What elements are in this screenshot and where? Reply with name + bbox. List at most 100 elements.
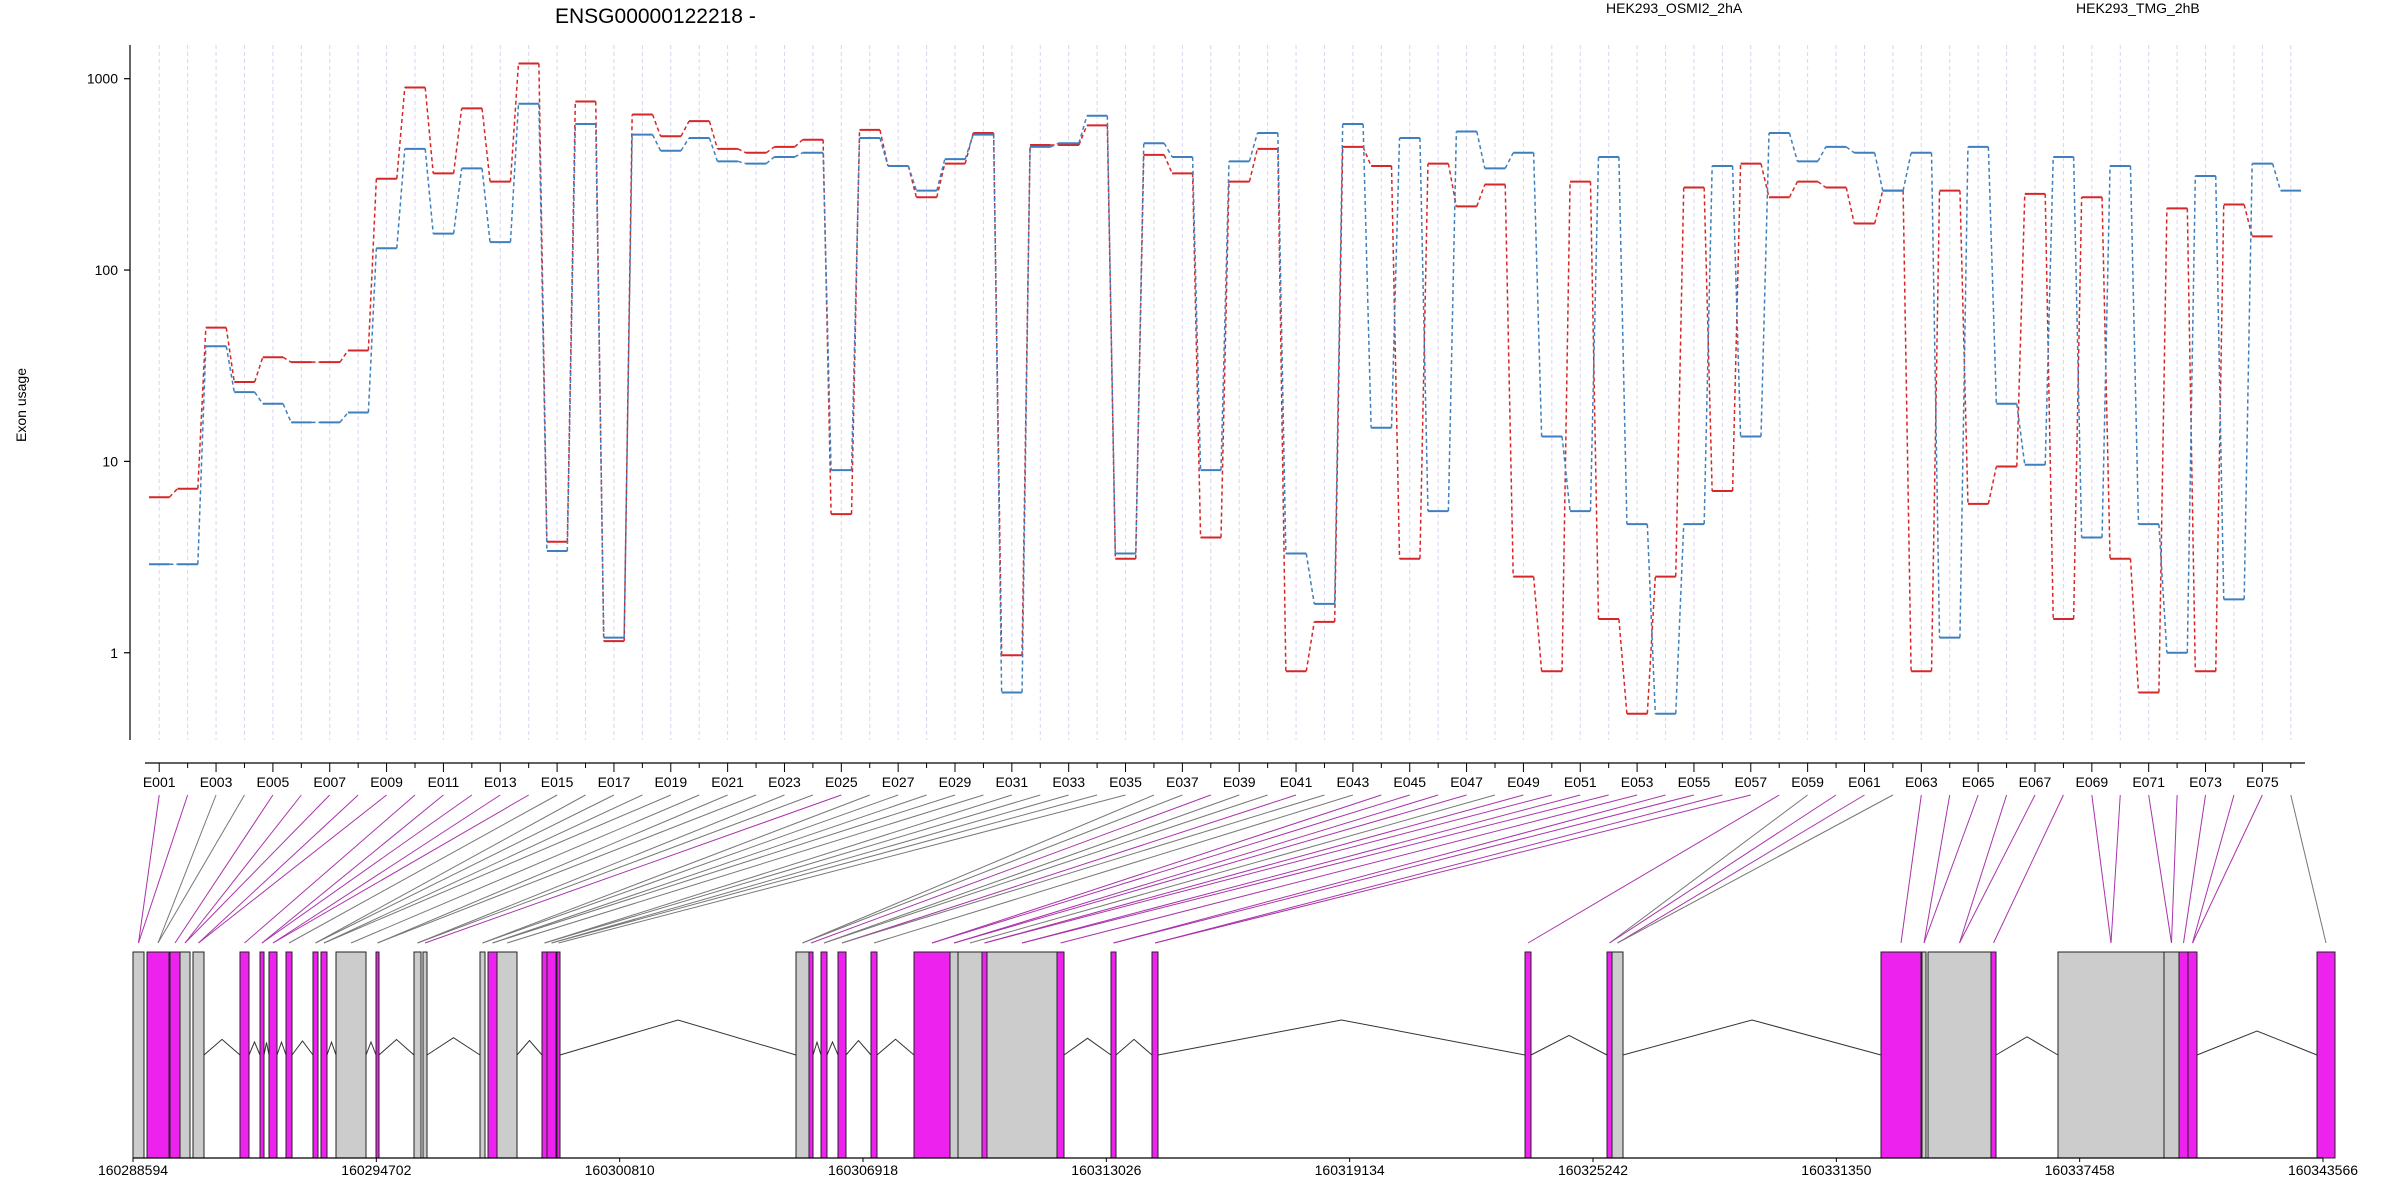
series-connector [1220, 161, 1230, 471]
exon-connector [2171, 794, 2178, 944]
series-connector [1873, 190, 1884, 224]
exon-connector [558, 794, 1126, 944]
series-connector [1248, 132, 1259, 162]
exon-connector [1617, 794, 1894, 944]
series-connector [1419, 137, 1429, 512]
series-connector [1532, 152, 1543, 437]
exon-connector [931, 794, 1410, 944]
legend-entry-osmi2: HEK293_OSMI2_2hA [1606, 0, 1743, 16]
series-connector [651, 114, 662, 137]
series-connector [452, 108, 463, 174]
series-connector [1277, 133, 1287, 554]
exon-connector [244, 794, 416, 944]
exon-connector [1609, 794, 1837, 944]
series-connector [2214, 176, 2225, 600]
intron-line [326, 1040, 337, 1056]
exon-block-significant [1151, 951, 1159, 1159]
series-connector [1220, 181, 1230, 538]
exon-block-significant [2316, 951, 2336, 1159]
y-tick-label: 10 [102, 453, 118, 469]
exon-tick-label: E009 [370, 774, 403, 790]
genomic-coordinate-axis: 160288594 160294702 160300810 160306918 1603… [98, 1157, 2358, 1178]
intron-line [276, 1040, 287, 1056]
exon-connector [1060, 794, 1638, 944]
chart-title: ENSG00000122218 - [555, 5, 756, 28]
series-connector [396, 87, 406, 179]
series-tmg [149, 102, 2301, 715]
series-connector [1191, 173, 1202, 538]
exon-tick-label: E017 [598, 774, 631, 790]
series-connector [2186, 176, 2197, 653]
exon-connector [802, 794, 1155, 944]
exon-block-significant [268, 951, 278, 1159]
exon-block [132, 951, 145, 1159]
intron-line [1622, 1019, 1882, 1056]
exon-connector [1617, 794, 1865, 944]
exon-block [422, 951, 428, 1159]
exon-tick-label: E041 [1280, 774, 1313, 790]
series-connector [538, 103, 548, 552]
exon-connector [272, 794, 501, 944]
exon-connector [1959, 794, 2008, 944]
genomic-tick-label: 160319134 [1315, 1162, 1385, 1178]
series-connector [850, 137, 861, 471]
series-connector [2158, 208, 2168, 693]
intron-line [845, 1039, 872, 1056]
series-connector [1390, 137, 1401, 428]
series-connector [481, 108, 491, 182]
series-connector [1646, 576, 1657, 714]
series-connector [282, 403, 292, 423]
series-connector [765, 146, 775, 154]
series-connector [1845, 146, 1855, 154]
series-connector [254, 391, 264, 405]
exon-block [1921, 951, 1927, 1159]
exon-block-significant [312, 951, 319, 1159]
series-connector [2214, 204, 2225, 672]
exon-connector [506, 794, 984, 944]
exon-block-significant [320, 951, 328, 1159]
series-connector [1674, 524, 1685, 714]
exon-connector [323, 794, 643, 944]
intron-line [378, 1038, 415, 1056]
exon-connector [1923, 794, 1951, 944]
exon-connector [2183, 794, 2207, 944]
y-tick-label: 100 [95, 262, 119, 278]
series-connector [1674, 187, 1685, 577]
exon-tick-label: E063 [1905, 774, 1938, 790]
exon-tick-label: E011 [428, 774, 460, 790]
exon-tick-label: E061 [1848, 774, 1881, 790]
exon-block-significant [820, 951, 828, 1159]
series-connector [1476, 184, 1486, 207]
exon-connector [544, 794, 1012, 944]
intron-line [1063, 1037, 1112, 1056]
series-connector [2243, 204, 2253, 237]
exon-connector [841, 794, 1325, 944]
series-connector [1873, 152, 1884, 191]
exon-block [192, 951, 205, 1159]
series-connector [1333, 123, 1344, 604]
exon-connector [1527, 794, 1780, 944]
exon-tick-label: E055 [1678, 774, 1711, 790]
exon-block [2057, 951, 2165, 1159]
exon-connector [138, 794, 189, 944]
series-connector [1163, 154, 1173, 174]
exon-block-significant [981, 951, 988, 1159]
exon-tick-label: E039 [1223, 774, 1256, 790]
exon-connector [2148, 794, 2172, 944]
series-connector [566, 101, 577, 542]
exon-tick-label: E001 [143, 774, 176, 790]
exon-tick-label: E071 [2132, 774, 2165, 790]
exon-tick-label: E025 [825, 774, 858, 790]
exon-connector [1021, 794, 1609, 944]
exon-connector [261, 794, 473, 944]
series-connector [1362, 123, 1372, 428]
series-connector [1362, 146, 1372, 167]
y-tick-label: 1000 [87, 71, 118, 87]
intron-line [1530, 1034, 1608, 1056]
series-connector [424, 148, 434, 234]
series-connector [1760, 163, 1770, 198]
series-connector [1134, 143, 1145, 554]
exon-block-significant [913, 951, 951, 1159]
exon-connector [138, 794, 160, 944]
exon-connector [823, 794, 1268, 944]
